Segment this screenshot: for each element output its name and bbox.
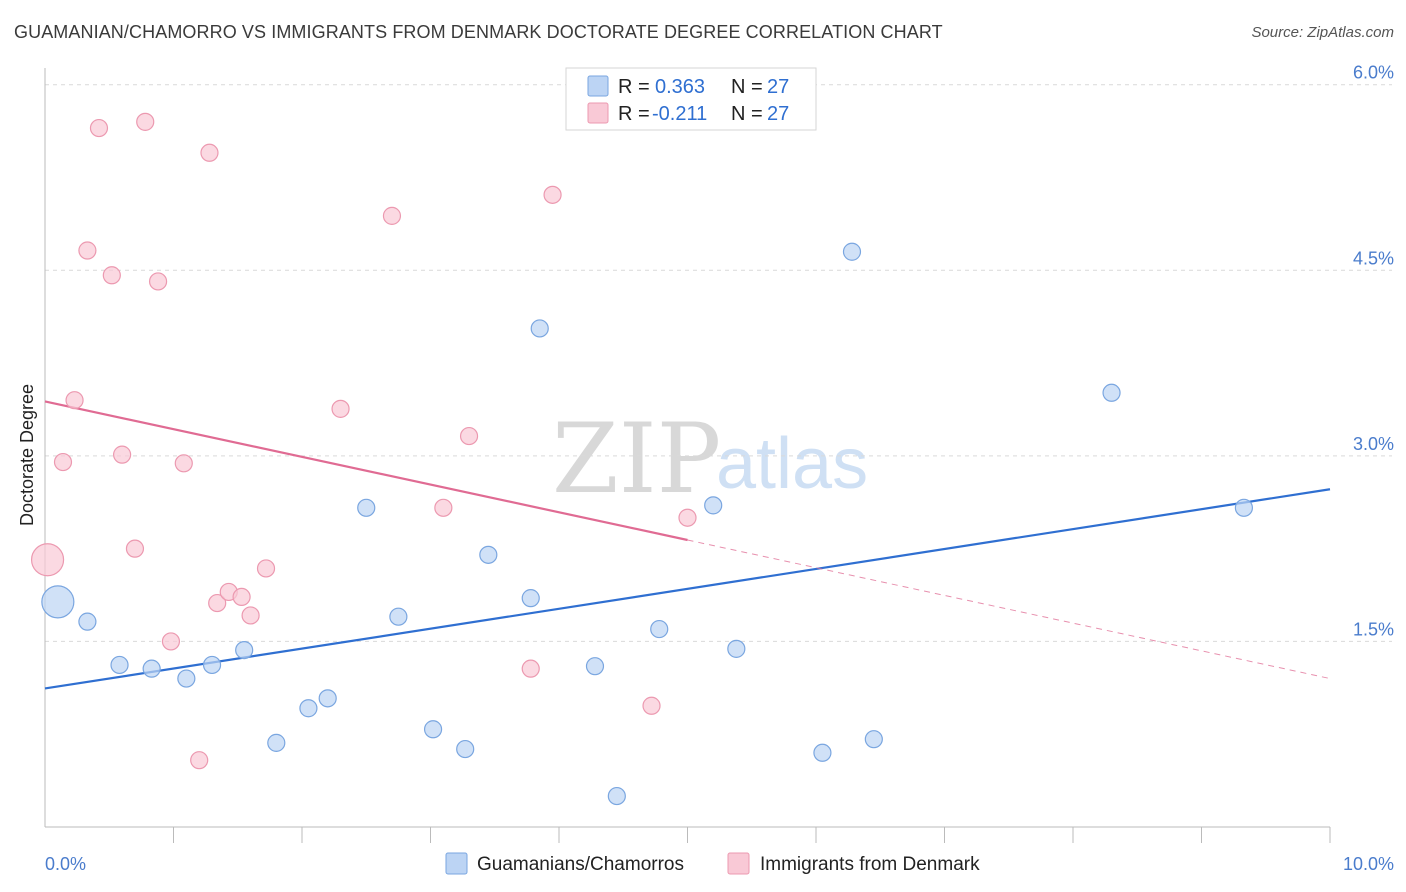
point-blue-17	[585, 657, 605, 676]
point-blue-20	[704, 496, 723, 515]
point-blue-10	[357, 498, 376, 517]
point-pink-8	[136, 112, 155, 131]
legend-series-swatch-pink	[727, 852, 750, 875]
point-pink-25	[642, 696, 661, 715]
point-blue-26	[1234, 498, 1254, 517]
y-tick-label-3: 6.0%	[1353, 63, 1394, 83]
point-blue-5	[202, 655, 222, 675]
point-blue-7	[267, 733, 286, 752]
point-pink-16	[232, 587, 251, 607]
point-blue-13	[456, 739, 475, 759]
point-pink-11	[174, 454, 193, 473]
point-blue-24	[864, 730, 883, 749]
legend-n-label-1: N =	[731, 76, 763, 98]
point-blue-12	[423, 720, 443, 739]
point-pink-2	[65, 391, 84, 410]
trend-line-pink-dashed	[687, 539, 1331, 680]
legend-series-label-pink: Immigrants from Denmark	[760, 854, 980, 875]
point-pink-17	[241, 606, 260, 625]
trend-line-pink-solid	[44, 400, 688, 542]
trend-lines	[44, 400, 1331, 690]
legend-r-label-1: R =	[618, 76, 650, 98]
point-blue-14	[479, 545, 498, 564]
tick-labels: 1.5% 3.0% 4.5% 6.0% 0.0% 10.0%	[45, 63, 1394, 874]
point-pink-5	[102, 266, 121, 285]
point-blue-18	[607, 786, 626, 806]
legend-n-value-2: 27	[767, 103, 789, 125]
point-blue-25	[1102, 383, 1121, 402]
point-pink-4	[89, 118, 109, 138]
point-pink-21	[434, 498, 453, 517]
point-blue-4	[177, 669, 196, 688]
point-blue-16	[530, 319, 549, 338]
legend-n-label-2: N =	[731, 103, 763, 125]
point-pink-7	[125, 539, 145, 558]
point-blue-9	[318, 689, 337, 708]
point-blue-19	[650, 619, 669, 639]
watermark: ZIP atlas	[552, 403, 868, 515]
legend-r-value-2: -0.211	[652, 103, 707, 125]
legend-correlation: R = 0.363 N = 27 R = -0.211 N = 27	[565, 67, 817, 131]
point-pink-3	[78, 241, 97, 260]
watermark-atlas: atlas	[716, 424, 868, 504]
point-blue-21	[727, 639, 746, 658]
point-pink-24	[543, 185, 562, 204]
legend-swatch-pink	[587, 102, 609, 124]
y-tick-label-1: 3.0%	[1353, 434, 1394, 454]
point-blue-8	[299, 699, 318, 718]
point-pink-13	[200, 143, 219, 162]
point-pink-22	[459, 426, 479, 446]
point-pink-6	[112, 445, 132, 464]
point-pink-12	[190, 751, 209, 770]
point-blue-1	[78, 612, 97, 631]
point-blue-22	[813, 743, 832, 762]
y-axis-title: Doctorate Degree	[17, 384, 37, 526]
legend-series-label-blue: Guamanians/Chamorros	[477, 854, 684, 875]
point-pink-19	[331, 399, 350, 418]
point-pink-23	[521, 659, 540, 678]
watermark-zip: ZIP	[552, 403, 721, 515]
grid	[45, 84, 1392, 642]
trend-line-blue	[44, 488, 1331, 690]
point-blue-6	[235, 640, 254, 660]
point-pink-20	[382, 206, 402, 225]
point-pink-0	[30, 543, 65, 577]
source-credit: Source: ZipAtlas.com	[1251, 24, 1394, 41]
legend-n-value-1: 27	[767, 76, 789, 98]
axes	[44, 68, 1331, 843]
legend-r-value-1: 0.363	[655, 76, 705, 98]
legend-series: Guamanians/Chamorros Immigrants from Den…	[445, 852, 980, 875]
legend-r-label-2: R =	[618, 103, 650, 125]
x-tick-label-0: 0.0%	[45, 854, 86, 874]
chart-title: GUAMANIAN/CHAMORRO VS IMMIGRANTS FROM DE…	[14, 22, 943, 42]
point-pink-10	[161, 632, 181, 651]
legend-swatch-blue	[587, 75, 609, 97]
point-blue-11	[389, 607, 408, 626]
x-tick-label-1: 10.0%	[1343, 854, 1394, 874]
point-blue-2	[110, 655, 129, 675]
data-points	[30, 112, 1254, 806]
legend-series-swatch-blue	[445, 852, 468, 875]
point-pink-9	[148, 272, 168, 291]
point-blue-3	[142, 659, 161, 678]
point-pink-18	[256, 559, 276, 578]
y-tick-label-2: 4.5%	[1353, 248, 1394, 268]
point-pink-1	[53, 452, 73, 472]
point-pink-14	[208, 593, 227, 613]
y-tick-label-0: 1.5%	[1353, 619, 1394, 639]
point-pink-26	[678, 508, 697, 527]
point-blue-15	[521, 589, 540, 608]
point-blue-23	[842, 242, 862, 261]
point-blue-0	[41, 585, 75, 619]
